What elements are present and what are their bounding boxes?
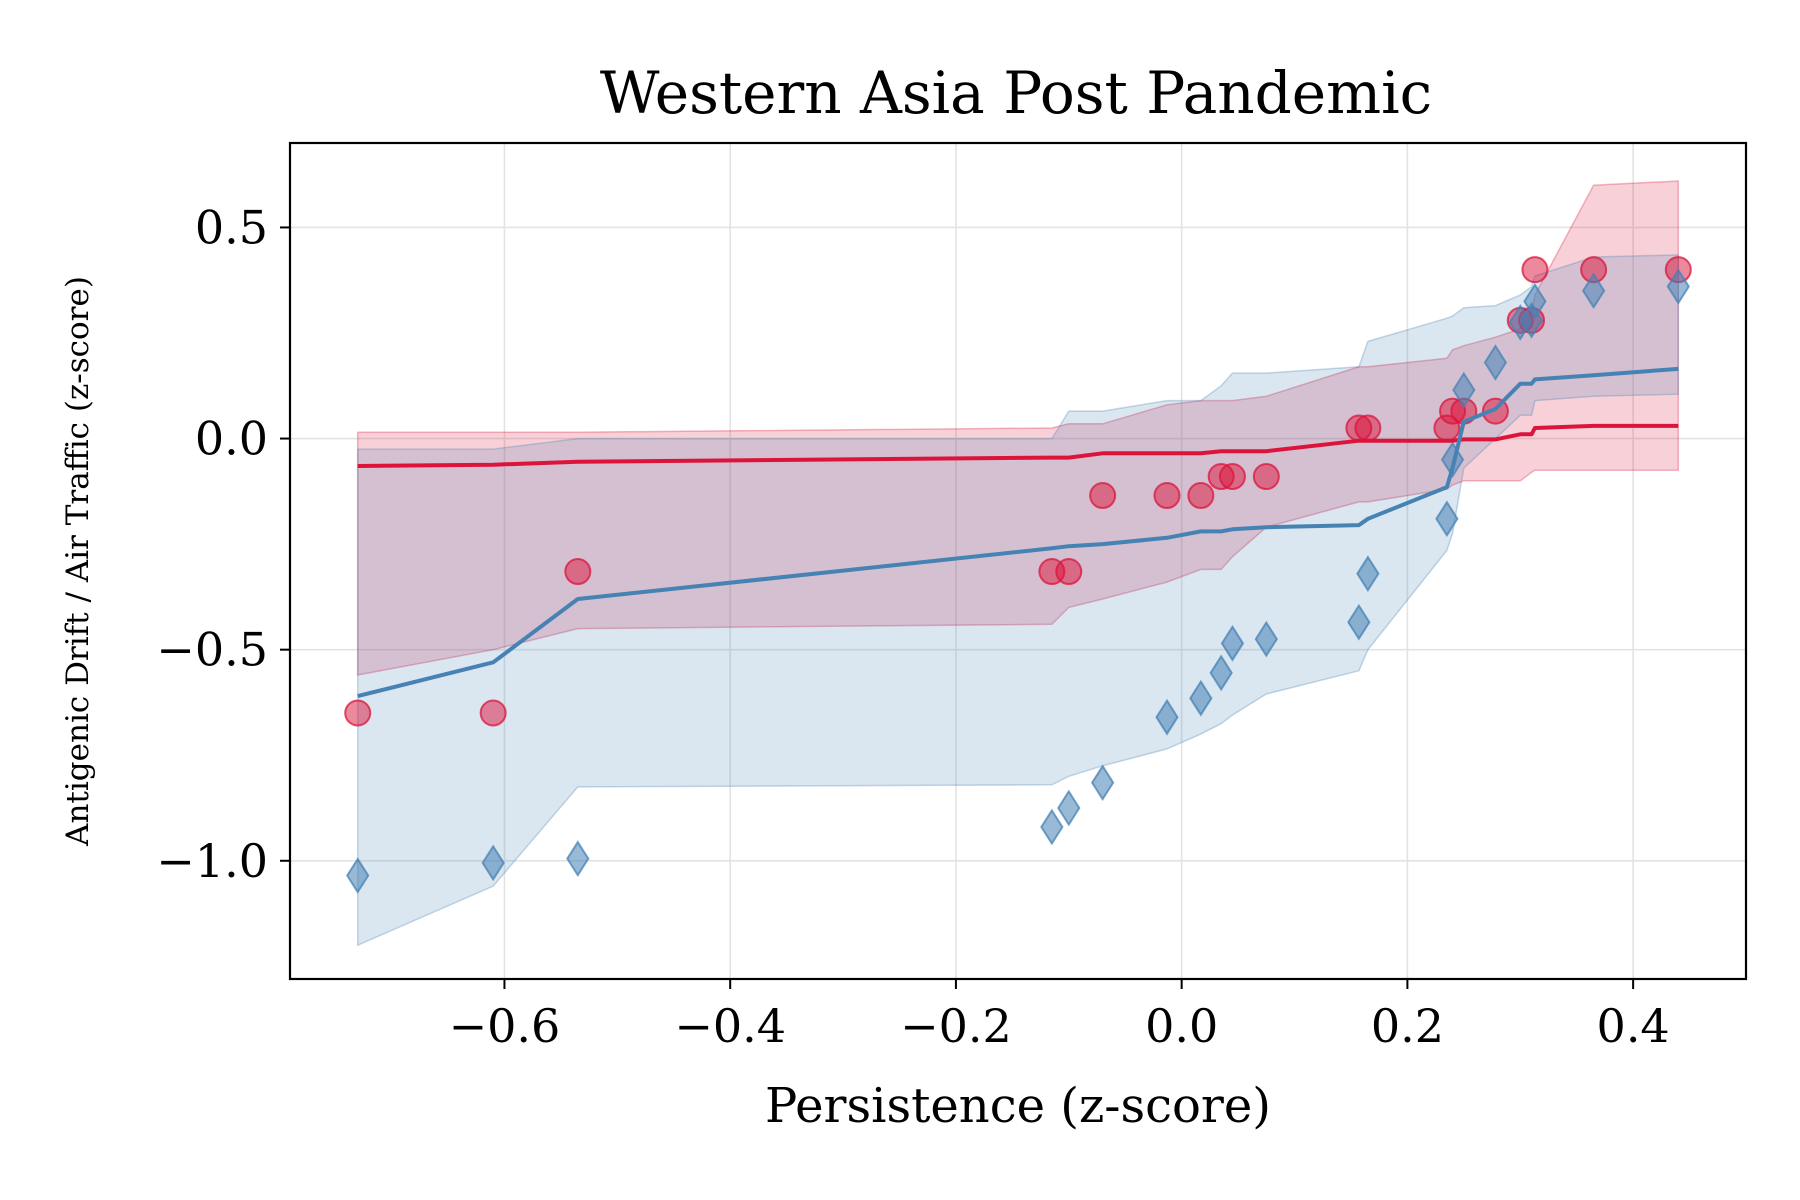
x-tick-label: −0.4 [674,999,786,1053]
data-point-circle [1187,482,1215,510]
grid [290,143,1746,979]
y-tick-label: 0.0 [195,412,268,466]
data-point-diamond [1347,603,1371,641]
y-axis-label: Antigenic Drift / Air Traffic (z-score) [60,276,96,847]
data-point-circle [1252,463,1280,491]
data-point-diamond [1452,371,1476,409]
data-point-diamond [1220,624,1245,662]
data-point-circle [479,699,507,727]
x-axis-label: Persistence (z-score) [765,1078,1271,1134]
x-tick-label: 0.4 [1597,999,1670,1053]
data-point-diamond [1356,555,1380,593]
data-point-circle [564,558,592,586]
data-point-circle [1218,463,1246,491]
y-tick-label: −0.5 [156,623,268,677]
x-tick-label: −0.6 [449,999,561,1053]
fit-line-1 [357,423,1679,468]
data-point-diamond [1209,654,1233,692]
data-point-diamond [1666,268,1690,305]
data-point-diamond [1435,500,1459,538]
data-point-circle [1354,414,1382,442]
data-point-diamond [566,840,590,878]
axis-ticks: −0.6 −0.4 −0.2 0.0 0.2 0.4 0.5 0.0 −0.5 −1.0 [156,200,1669,1053]
data-point-diamond [481,844,505,882]
y-tick-label: 0.5 [195,200,268,254]
data-point-circle [1153,482,1181,510]
data-point-diamond [1090,764,1115,802]
x-tick-label: 0.2 [1371,999,1444,1053]
y-tick-label: −1.0 [156,834,268,888]
data-point-diamond [1155,698,1179,736]
data-point-diamond [1189,679,1213,717]
fit-line-2 [357,366,1679,699]
data-point-diamond [1254,620,1278,658]
data-point-diamond [1057,789,1081,827]
data-point-circle [1089,482,1117,510]
data-point-circle [1055,558,1083,586]
data-point-diamond [1581,272,1606,310]
scatter-points [344,256,1692,894]
confidence-band-1 [356,180,1680,676]
chart-title: Western Asia Post Pandemic [600,59,1432,127]
data-point-diamond [1523,282,1547,320]
x-tick-label: −0.2 [900,999,1012,1053]
plot-frame [288,141,1748,981]
data-point-diamond [1040,808,1064,846]
x-tick-label: 0.0 [1145,999,1218,1053]
data-point-circle [1521,256,1549,284]
data-point-circle [344,699,372,727]
data-point-diamond [1483,344,1508,381]
fit-lines [357,366,1679,699]
data-point-diamond [346,857,370,894]
